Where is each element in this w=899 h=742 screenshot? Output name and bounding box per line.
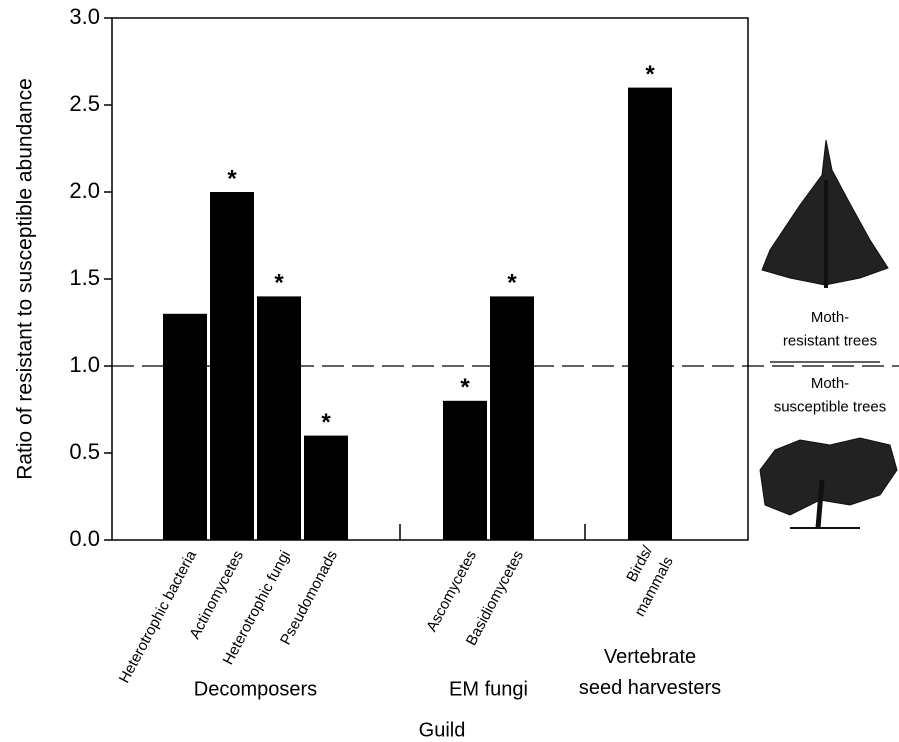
significance-label: * [227,165,237,192]
tree-icon [761,139,889,288]
significance-label: * [507,270,517,297]
bar [210,192,254,540]
group-label: EM fungi [449,678,528,700]
y-axis-label: Ratio of resistant to susceptible abunda… [14,78,37,480]
significance-label: * [321,409,331,436]
significance-label: * [274,270,284,297]
bar [490,296,534,540]
bar [257,296,301,540]
bar [443,400,487,540]
y-tick-label: 0.0 [69,526,100,551]
group-label: Vertebrate seed harvesters [579,646,721,699]
side-label: Moth-resistant trees [783,309,877,349]
bar [628,87,672,540]
y-tick-label: 1.0 [69,352,100,377]
x-axis-label: Guild [419,719,466,741]
y-tick-label: 2.0 [69,178,100,203]
side-label: Moth-susceptible trees [774,375,887,415]
y-tick-label: 3.0 [69,4,100,29]
group-label: Decomposers [194,678,317,700]
significance-label: * [460,374,470,401]
bar [304,435,348,540]
significance-label: * [645,61,655,88]
y-tick-label: 2.5 [69,91,100,116]
tree-icon [759,437,898,529]
y-tick-label: 1.5 [69,265,100,290]
bar [163,313,207,540]
y-tick-label: 0.5 [69,439,100,464]
